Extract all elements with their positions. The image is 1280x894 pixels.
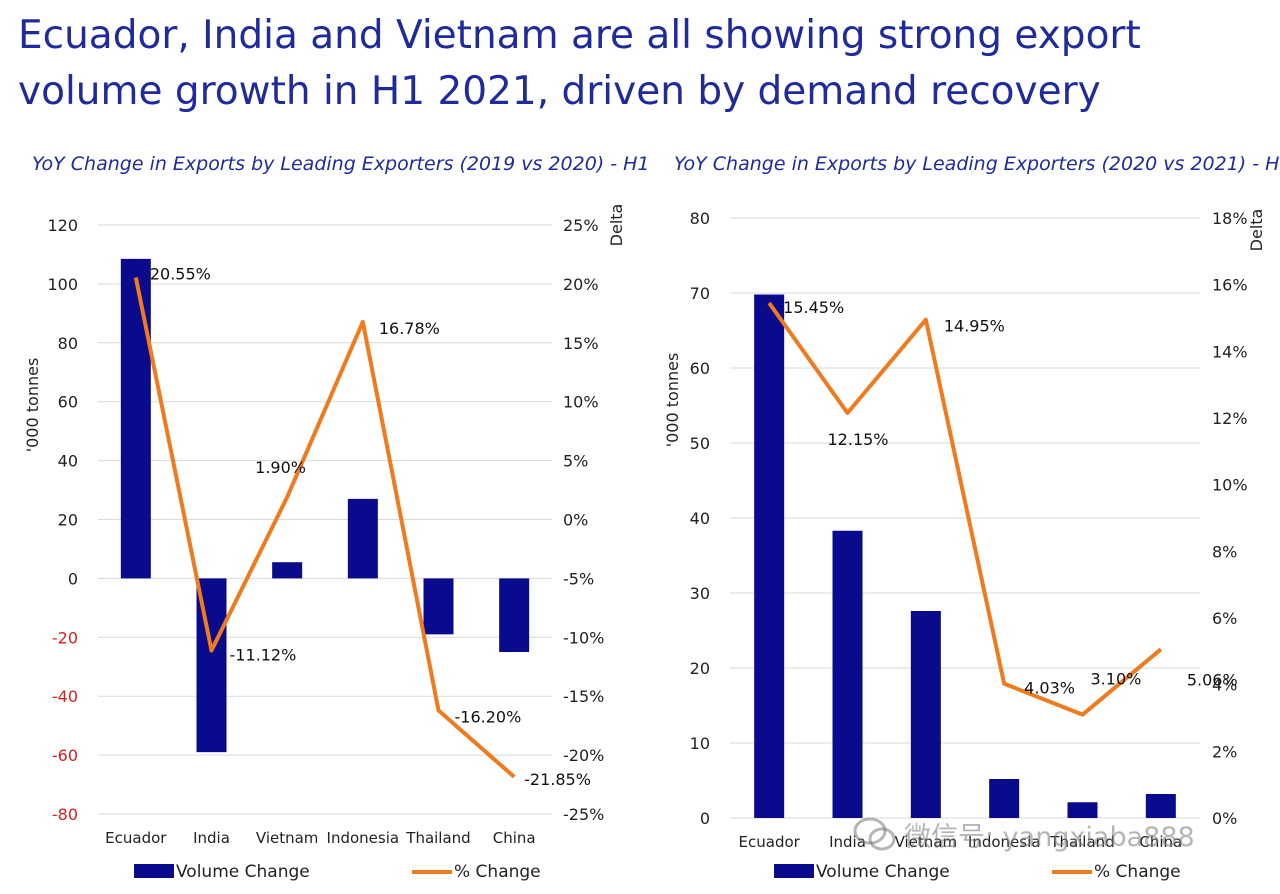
y-tick-label: 0 [700,809,710,828]
x-tick-label: Thailand [1049,833,1114,851]
y2-tick-label: -10% [563,628,604,647]
x-tick-label: India [193,829,230,847]
y-tick-label: -60 [52,746,78,765]
y2-axis-title: Delta [607,204,626,247]
y2-tick-label: 18% [1212,209,1248,228]
bar [989,779,1020,818]
chart-plot-area: 80 70 60 50 40 30 20 10 0 18% 16% 14% 12% 10% 8% 6% 4% 2%… [663,209,1266,882]
y-tick-label: 70 [690,284,710,303]
data-label: 3.10% [1091,670,1142,689]
y2-tick-label: -15% [563,687,604,706]
y2-tick-label: 0% [563,511,588,530]
wechat-icon [853,817,896,851]
watermark-text: 微信号: yangxiaba888 [904,821,1195,853]
line-series [133,277,516,779]
y-tick-label: 10 [690,734,710,753]
y-tick-label: 100 [47,275,78,294]
y2-tick-label: 2% [1212,742,1237,761]
y2-tick-label: 10% [1212,476,1248,495]
x-tick-label: Ecuador [739,833,801,851]
y2-tick-label: 6% [1212,609,1237,628]
y2-tick-label: 10% [563,393,599,412]
chart-plot-area: 120 100 80 60 40 20 0 -20 -40 -60 -80 25% 20% 15% 10% 5… [23,204,626,882]
x-tick-label: Thailand [405,829,470,847]
legend-label: Volume Change [176,862,310,882]
data-label: 12.15% [828,430,889,449]
bar [423,578,454,635]
y2-tick-label: -25% [563,805,604,824]
x-tick-label: Indonesia [968,833,1041,851]
x-tick-label: China [1139,833,1182,851]
y-tick-label: -80 [52,805,78,824]
x-tick-label: China [493,829,536,847]
data-label: 15.45% [783,298,844,317]
x-tick-label: Indonesia [327,829,400,847]
y-tick-label: 20 [58,511,78,530]
bar [120,258,151,579]
data-label: 4.03% [1024,679,1075,698]
y2-tick-label: 5% [563,452,588,471]
chart-2020-vs-2021: YoY Change in Exports by Leading Exporte… [640,145,1280,894]
y-tick-label: 60 [58,393,78,412]
data-label: -21.85% [524,770,591,789]
chart-title: YoY Change in Exports by Leading Exporte… [32,153,650,175]
y-tick-label: 40 [58,452,78,471]
y2-tick-label: 25% [563,216,599,235]
bar [347,498,378,579]
data-label: 1.90% [255,458,306,477]
data-label: 5.06% [1187,670,1238,689]
bar [499,578,530,653]
data-label: -11.12% [230,645,297,664]
y2-tick-label: 16% [1212,276,1248,295]
bar [832,530,863,818]
bar [272,562,303,579]
y2-tick-label: 20% [563,275,599,294]
data-label: 16.78% [379,319,440,338]
bar [1067,802,1098,818]
data-label: -16.20% [455,707,522,726]
y2-tick-label: 4% [1212,676,1237,695]
y-tick-label: 20 [690,659,710,678]
y2-axis-title: Delta [1247,209,1266,252]
bar [754,294,785,818]
y-tick-label: 120 [47,216,78,235]
y-axis-title: '000 tonnes [23,358,42,453]
page-headline: Ecuador, India and Vietnam are all showi… [18,13,1141,114]
y-tick-label: -40 [52,687,78,706]
y2-tick-label: -20% [563,746,604,765]
data-label: 20.55% [150,264,211,283]
y2-tick-label: -5% [563,569,594,588]
y-tick-label: 40 [690,509,710,528]
y2-tick-label: 8% [1212,542,1237,561]
x-tick-label: Vietnam [895,833,958,851]
y2-tick-label: 12% [1212,409,1248,428]
legend-label: Volume Change [816,862,950,882]
y-tick-label: 50 [690,434,710,453]
chart-2019-vs-2020: YoY Change in Exports by Leading Exporte… [0,145,650,894]
y-axis-title: '000 tonnes [663,353,682,448]
y-tick-label: -20 [52,628,78,647]
y-tick-label: 60 [690,359,710,378]
bar [910,611,941,818]
y-tick-label: 80 [58,334,78,353]
legend-swatch-bar [134,864,174,878]
y2-tick-label: 0% [1212,809,1237,828]
wechat-watermark: 微信号: yangxiaba888 [852,812,1195,856]
line-series [767,301,1163,717]
y-tick-label: 0 [68,569,78,588]
chart-title: YoY Change in Exports by Leading Exporte… [674,153,1280,175]
x-tick-label: Ecuador [105,829,167,847]
y-tick-label: 30 [690,584,710,603]
x-tick-label: Vietnam [256,829,319,847]
bar [1145,794,1176,818]
data-label: 14.95% [944,317,1005,336]
y-tick-label: 80 [690,209,710,228]
legend-label: % Change [454,862,541,882]
y2-tick-label: 15% [563,334,599,353]
y2-tick-label: 14% [1212,342,1248,361]
legend-label: % Change [1094,862,1181,882]
legend-swatch-bar [774,864,814,878]
